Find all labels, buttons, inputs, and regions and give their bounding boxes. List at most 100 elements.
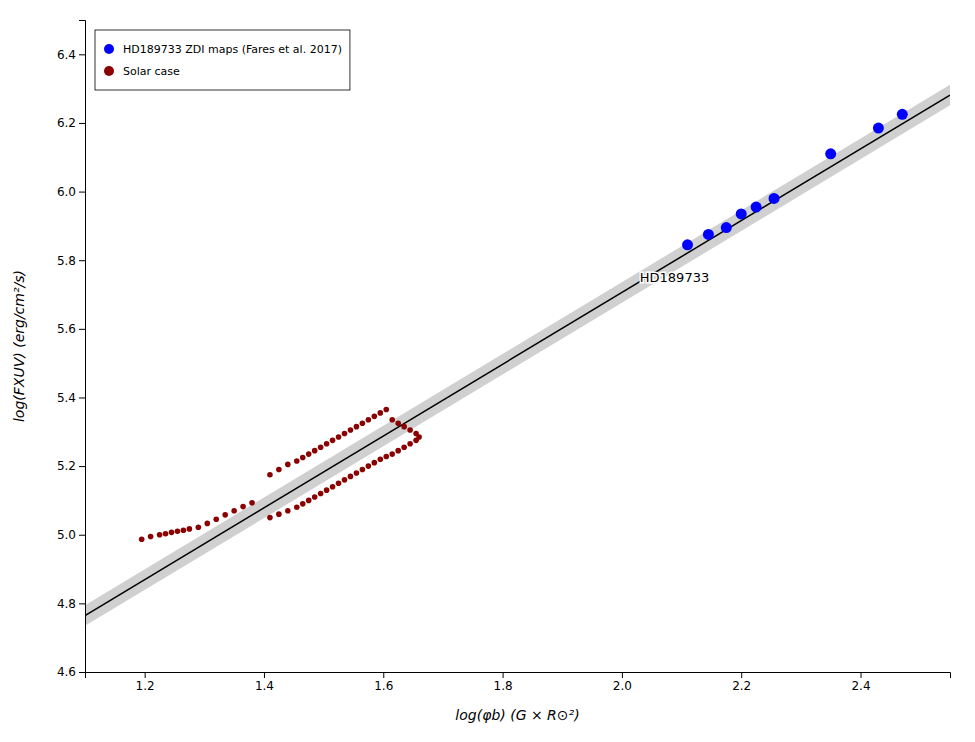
tick: 4.6 [57, 665, 85, 679]
x-axis-title: log(φb) (G × R⊙²) [455, 707, 579, 723]
chart: 1.2 1.4 1.6 1.8 2.0 2.2 2.4 4.6 4.8 5.0 5.2 5.4 5.6 5… [0, 0, 975, 742]
tick: 1.2 [136, 672, 155, 693]
legend-marker [104, 44, 114, 54]
tick: 5.8 [57, 254, 85, 268]
point [377, 456, 383, 462]
legend-label: Solar case [123, 65, 180, 78]
point [703, 229, 714, 240]
tick: 1.8 [494, 672, 513, 693]
tick-label: 5.4 [57, 391, 76, 405]
point [751, 202, 762, 213]
tick-mark [79, 397, 85, 398]
plot: 1.2 1.4 1.6 1.8 2.0 2.2 2.4 4.6 4.8 5.0 5.2 5.4 5.6 5… [57, 21, 951, 693]
point [231, 508, 237, 514]
point [721, 222, 732, 233]
fit-line [85, 95, 950, 615]
point [354, 470, 360, 476]
point [204, 521, 210, 527]
tick: 2.0 [613, 672, 632, 693]
tick-mark [741, 672, 742, 678]
tick-mark [145, 672, 146, 678]
point [383, 407, 389, 413]
tick-label: 2.0 [613, 679, 632, 693]
point [407, 427, 413, 433]
tick: 4.8 [57, 597, 85, 611]
marks [85, 85, 950, 626]
point [342, 431, 348, 437]
scatter-series [682, 109, 908, 250]
point [318, 491, 324, 497]
point [324, 487, 330, 493]
point [267, 515, 273, 521]
tick-mark [264, 672, 265, 678]
point [267, 472, 273, 478]
tick: 1.6 [374, 672, 393, 693]
scatter-series [139, 407, 422, 542]
point [682, 239, 693, 250]
point [336, 480, 342, 486]
x-axis-line [86, 673, 951, 679]
y-axis-line [79, 21, 86, 673]
tick-label: 6.0 [57, 185, 76, 199]
point [372, 414, 378, 420]
point [330, 484, 336, 490]
tick-mark [79, 535, 85, 536]
point [294, 458, 300, 464]
tick-label: 5.8 [57, 254, 76, 268]
tick: 6.2 [57, 116, 85, 130]
point [330, 438, 336, 444]
point [336, 434, 342, 440]
point [372, 460, 378, 466]
point [240, 504, 246, 510]
y-axis-title: log(FXUV) (erg/cm²/s) [11, 270, 27, 422]
point [383, 454, 389, 460]
point [187, 526, 193, 532]
tick-label: 5.6 [57, 322, 76, 336]
point [413, 438, 419, 444]
point [348, 474, 354, 480]
tick-label: 6.2 [57, 116, 76, 130]
tick: 1.4 [255, 672, 274, 693]
point [825, 148, 836, 159]
point [324, 441, 330, 447]
point [175, 529, 181, 535]
tick-label: 1.4 [255, 679, 274, 693]
tick-label: 5.2 [57, 459, 76, 473]
point [395, 420, 401, 426]
point [285, 508, 291, 514]
point [897, 109, 908, 120]
point [306, 451, 312, 457]
point [401, 424, 407, 430]
point [312, 494, 318, 500]
tick: 6.4 [57, 48, 85, 62]
point [312, 448, 318, 454]
point [222, 512, 228, 518]
tick-label: 1.2 [136, 679, 155, 693]
point [169, 530, 175, 536]
point [342, 477, 348, 483]
tick-mark [79, 123, 85, 124]
tick-mark [79, 672, 85, 673]
point [389, 417, 395, 423]
point [395, 448, 401, 454]
point [285, 462, 291, 468]
tick-mark [79, 54, 85, 55]
tick-mark [622, 672, 623, 678]
tick: 5.0 [57, 528, 85, 542]
tick-label: 4.8 [57, 597, 76, 611]
point [736, 208, 747, 219]
tick: 5.6 [57, 322, 85, 336]
point [348, 427, 354, 433]
legend: HD189733 ZDI maps (Fares et al. 2017)Sol… [95, 30, 350, 90]
tick-label: 2.4 [851, 679, 870, 693]
point [300, 501, 306, 507]
point [366, 463, 372, 469]
annotation: HD189733 [640, 270, 709, 285]
tick-mark [383, 672, 384, 678]
tick: 5.2 [57, 459, 85, 473]
point [196, 524, 202, 530]
point [769, 193, 780, 204]
tick-label: 2.2 [732, 679, 751, 693]
point [401, 444, 407, 450]
x-axis: 1.2 1.4 1.6 1.8 2.0 2.2 2.4 [86, 672, 951, 693]
